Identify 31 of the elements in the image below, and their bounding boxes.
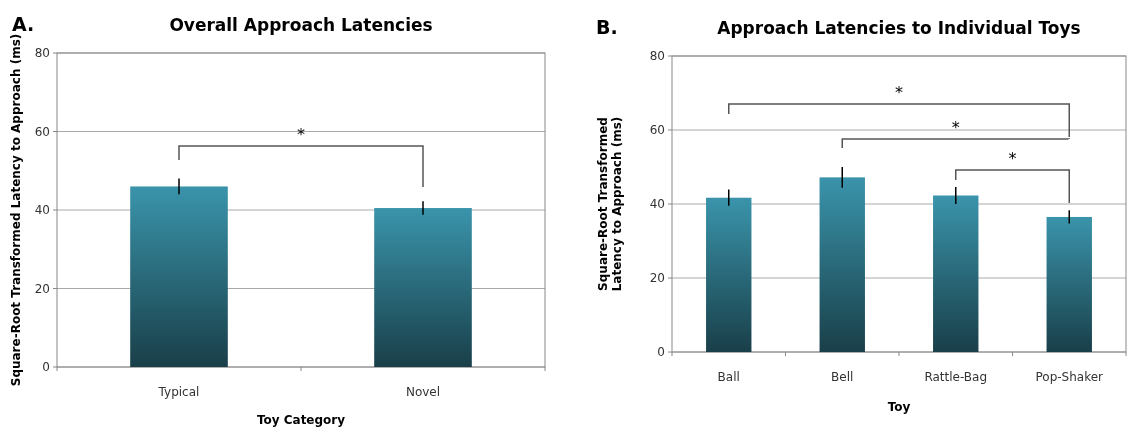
x-tick-label: Novel (405, 385, 441, 399)
y-tick-label: 60 (34, 124, 50, 139)
y-tick-label: 40 (649, 197, 665, 212)
x-tick-label: Rattle-Bag (924, 370, 988, 384)
y-tick-label: 0 (42, 360, 50, 375)
text: B. (596, 16, 618, 38)
y-axis-title: Square-Root Transformed Latency to Approach (ms) (595, 116, 625, 292)
x-axis-title: Toy (887, 400, 911, 414)
y-tick-label: 80 (649, 49, 665, 64)
x-tick-label: Typical (157, 385, 200, 399)
bar (1046, 216, 1092, 352)
y-tick-label: 40 (34, 203, 50, 218)
y-tick-label: 20 (34, 281, 50, 296)
y-axis-title: Square-Root Transformed Latency to Approach (ms) (9, 33, 23, 387)
chart-title: Overall Approach Latencies (169, 15, 433, 35)
bar (819, 177, 865, 352)
annotation: * (1008, 149, 1017, 168)
annotation: * (297, 125, 305, 144)
x-tick-label: Pop-Shaker (1035, 370, 1104, 384)
y-tick-label: 20 (649, 271, 665, 286)
x-axis-title: Toy Category (256, 413, 346, 427)
annotation: * (895, 83, 903, 102)
annotation: * (951, 118, 960, 137)
y-tick-label: 0 (657, 345, 665, 360)
chart-title: Approach Latencies to Individual Toys (717, 18, 1081, 38)
bar (706, 197, 752, 352)
text: A. (12, 13, 35, 35)
x-tick-label: Ball (717, 370, 740, 384)
y-tick-label: 80 (34, 46, 50, 61)
y-tick-label: 60 (649, 123, 665, 138)
x-tick-label: Bell (831, 370, 854, 384)
